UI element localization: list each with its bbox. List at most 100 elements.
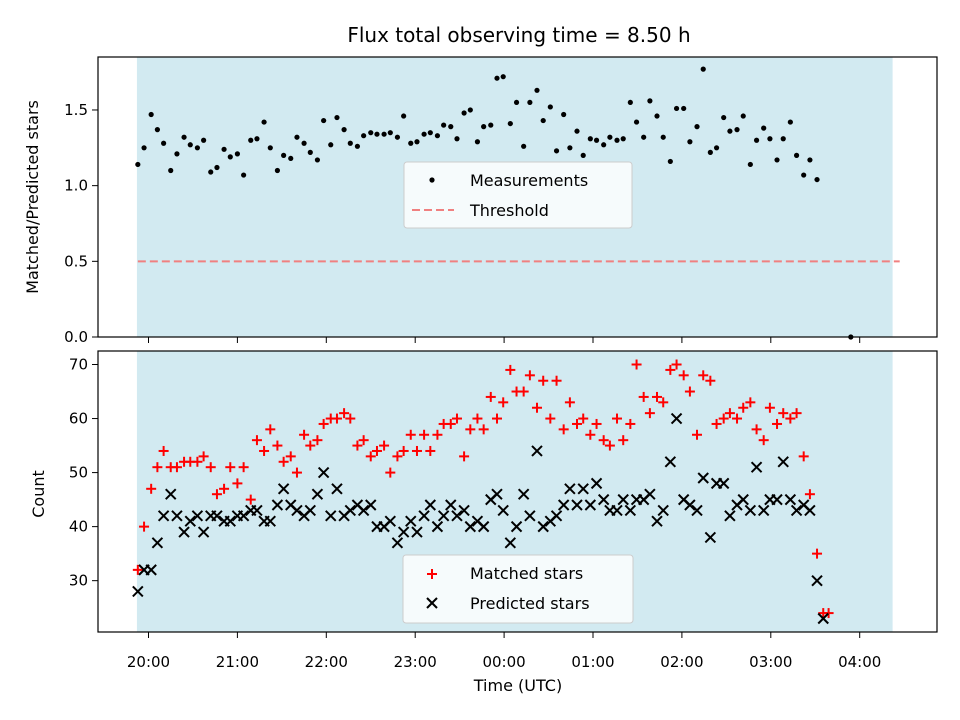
matched-star-point <box>392 451 403 462</box>
measurement-point <box>434 133 441 139</box>
predicted-star-point <box>458 504 470 517</box>
measurement-point <box>681 105 687 112</box>
matched-star-point <box>812 548 823 559</box>
measurement-point <box>787 119 793 125</box>
predicted-star-point <box>191 510 204 522</box>
measurement-point <box>494 75 500 81</box>
bottom-predicted-stars-series <box>132 412 829 625</box>
legend-measurements-marker <box>429 177 435 183</box>
predicted-star-point <box>464 520 477 533</box>
measurement-point <box>227 154 233 160</box>
matched-star-point <box>684 386 695 397</box>
matched-star-point <box>259 445 270 456</box>
bottom-y-axis-label: Count <box>29 470 48 518</box>
top-y-tick-label: 0.5 <box>64 252 88 270</box>
matched-star-point <box>198 451 209 462</box>
matched-star-point <box>339 408 350 419</box>
predicted-star-point <box>717 477 730 490</box>
matched-star-point <box>612 413 623 424</box>
predicted-star-point <box>344 504 357 517</box>
predicted-star-point <box>584 499 597 511</box>
predicted-star-point <box>664 456 677 468</box>
bottom-legend-box <box>402 554 634 624</box>
top-legend: Measurements Threshold <box>403 161 633 229</box>
predicted-star-point <box>517 488 530 500</box>
measurement-point <box>780 136 786 142</box>
matched-star-point <box>791 408 802 419</box>
measurement-point <box>454 136 460 142</box>
matched-star-point <box>558 424 569 435</box>
measurement-point <box>427 130 433 136</box>
measurement-point <box>448 124 454 130</box>
predicted-star-point <box>657 504 669 517</box>
measurement-point <box>527 99 533 106</box>
measurement-point <box>694 124 700 130</box>
predicted-star-point <box>224 515 236 527</box>
measurement-point <box>601 142 607 148</box>
measurement-point <box>521 143 527 149</box>
matched-star-point <box>578 413 589 424</box>
predicted-star-point <box>157 510 170 522</box>
predicted-star-point <box>477 520 490 533</box>
predicted-star-point <box>357 504 370 517</box>
matched-star-point <box>625 418 636 429</box>
measurement-point <box>221 146 227 152</box>
measurement-point <box>488 122 494 128</box>
bottom-x-tick-label: 00:00 <box>482 653 525 671</box>
measurement-point <box>241 172 247 178</box>
legend-predicted-stars-label: Predicted stars <box>470 594 590 613</box>
measurement-point <box>328 142 334 148</box>
predicted-star-point <box>411 526 423 538</box>
matched-star-point <box>358 435 369 446</box>
matched-star-point <box>285 451 296 462</box>
measurement-point <box>713 145 720 151</box>
measurement-point <box>441 122 447 128</box>
predicted-star-point <box>651 515 663 527</box>
measurement-point <box>187 142 193 148</box>
predicted-star-point <box>405 515 417 527</box>
measurement-point <box>141 145 147 151</box>
matched-star-point <box>445 418 456 429</box>
predicted-star-point <box>291 504 303 517</box>
predicted-star-point <box>418 510 430 522</box>
matched-star-point <box>398 445 409 456</box>
matched-star-point <box>745 397 756 408</box>
predicted-star-point <box>264 515 277 527</box>
predicted-star-point <box>691 504 703 517</box>
matched-star-point <box>478 424 489 435</box>
top-y-axis-ticks: 0.0 0.5 1.0 1.5 <box>64 101 98 346</box>
measurement-point <box>774 157 780 163</box>
matched-star-point <box>419 429 430 440</box>
measurement-point <box>347 140 353 146</box>
bottom-panel: 30 40 50 60 70 20:00 21:00 22:00 23:00 00:00 01:0… <box>29 350 938 695</box>
predicted-star-point <box>325 510 337 522</box>
matched-star-point <box>772 418 783 429</box>
predicted-star-point <box>804 504 816 517</box>
measurement-point <box>727 128 733 134</box>
measurement-point <box>500 74 506 80</box>
measurement-point <box>208 169 214 175</box>
predicted-star-point <box>590 477 603 490</box>
matched-star-point <box>764 402 775 413</box>
matched-star-point <box>219 483 230 494</box>
measurement-point <box>408 140 414 146</box>
matched-star-point <box>671 359 682 370</box>
measurement-point <box>288 155 294 162</box>
predicted-star-point <box>497 504 509 517</box>
measurement-point <box>707 149 713 155</box>
measurement-point <box>201 137 207 143</box>
matched-star-point <box>365 451 376 462</box>
predicted-star-point <box>277 483 290 495</box>
measurement-point <box>307 149 313 155</box>
matched-star-point <box>459 451 470 462</box>
predicted-star-point <box>445 499 457 511</box>
top-x-axis-ticks <box>148 337 861 343</box>
bottom-x-axis-label: Time (UTC) <box>473 676 562 695</box>
matched-star-point <box>498 397 509 408</box>
matched-star-point <box>538 375 549 386</box>
matched-star-point <box>705 375 716 386</box>
top-legend-box <box>403 161 633 229</box>
bottom-x-tick-label: 22:00 <box>305 653 348 671</box>
predicted-star-point <box>211 510 223 522</box>
